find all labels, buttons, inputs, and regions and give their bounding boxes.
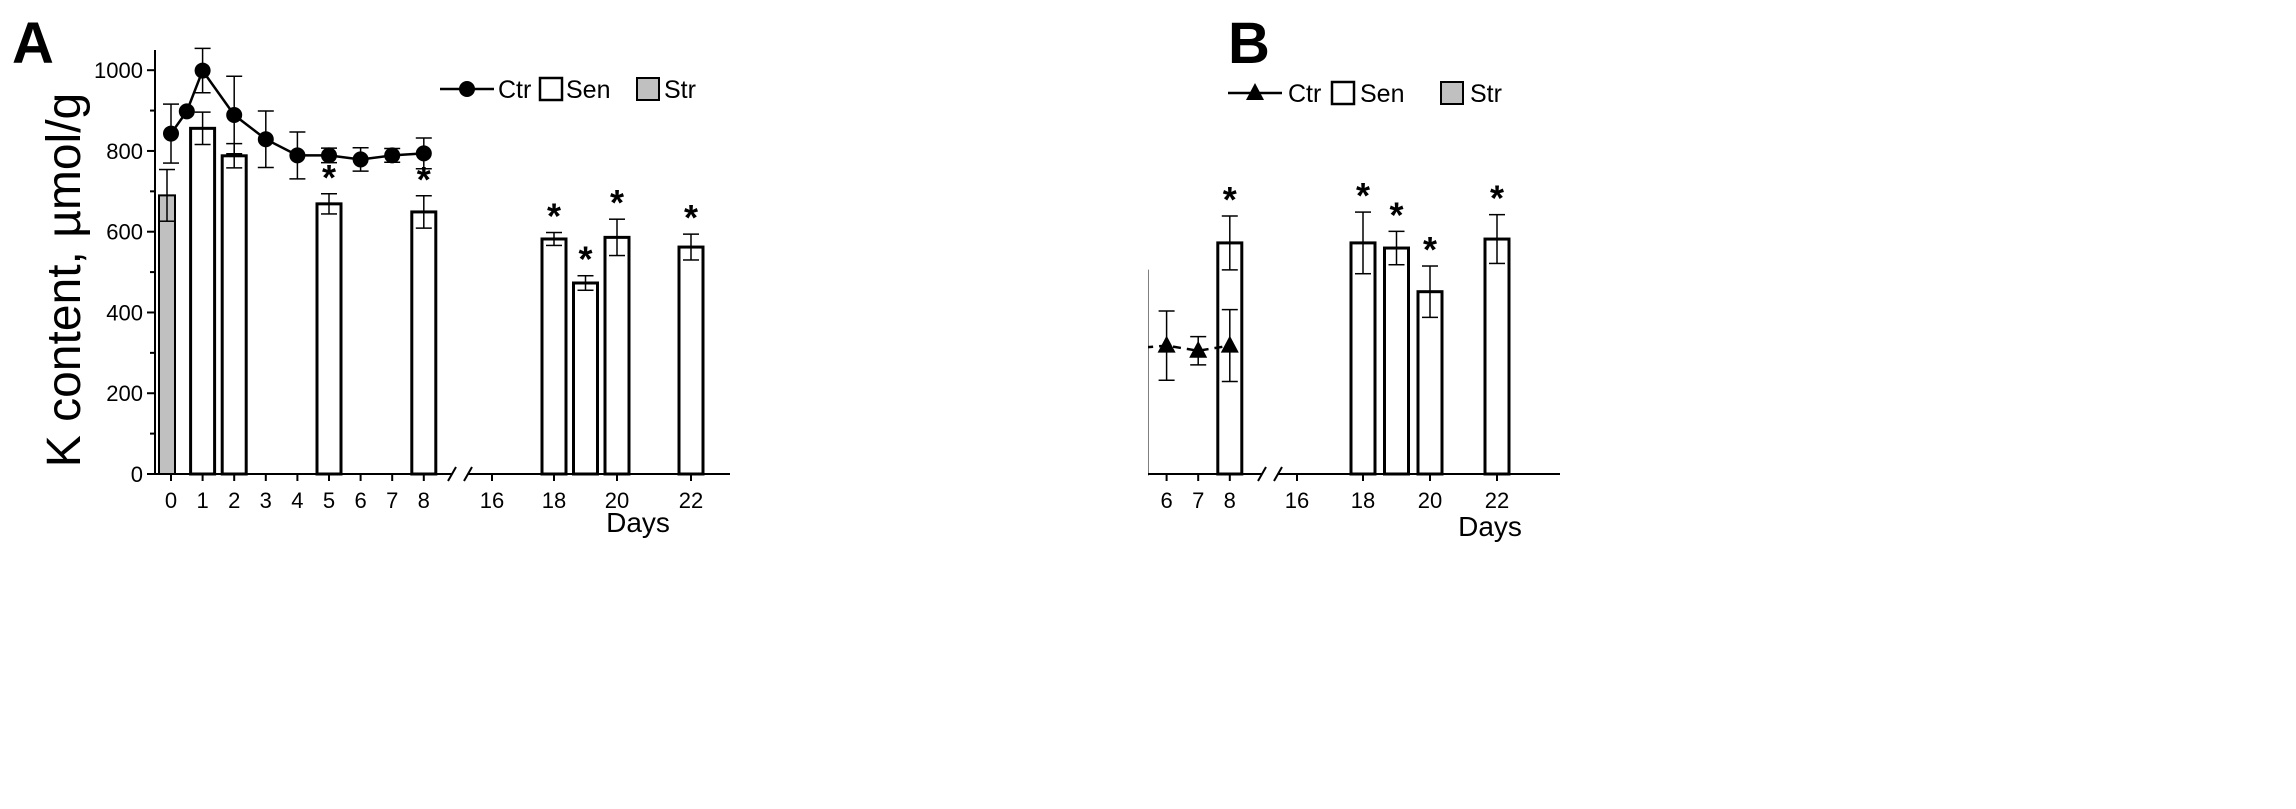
na-content-chart: 010020030001234567816182022Na content, µ… <box>1148 80 1560 542</box>
legend-sen-swatch <box>1330 80 1356 106</box>
ctr-point <box>1189 340 1208 358</box>
plot-group: 010020030001234567816182022Na content, µ… <box>1148 80 1560 542</box>
sen-bar <box>677 245 705 476</box>
x-tick-label: 8 <box>418 488 430 513</box>
x-tick-label: 22 <box>1485 488 1509 513</box>
significance-asterisk: * <box>1356 175 1370 216</box>
x-tick-label: 1 <box>196 488 208 513</box>
significance-asterisk: * <box>610 182 624 223</box>
legend-str-label: Str <box>664 76 696 104</box>
significance-asterisk: * <box>1423 229 1437 270</box>
x-tick-label: 7 <box>386 488 398 513</box>
y-tick-label: 200 <box>106 381 143 406</box>
sen-bar <box>1483 237 1511 476</box>
ctr-point <box>226 107 243 124</box>
y-tick-label: 400 <box>106 300 143 325</box>
legend-ctr-label: Ctr <box>1288 80 1321 108</box>
x-tick-label: 5 <box>323 488 335 513</box>
legend-str-swatch <box>636 77 660 101</box>
axis-break-mark <box>1273 466 1283 482</box>
axis-break-mark <box>1257 466 1267 482</box>
ctr-point <box>321 147 337 164</box>
x-tick-label: 22 <box>679 488 703 513</box>
x-tick-label: 7 <box>1192 488 1204 513</box>
x-tick-label: 3 <box>260 488 272 513</box>
sen-bar <box>603 235 631 476</box>
y-tick-label: 1000 <box>94 58 143 83</box>
x-tick-label: 18 <box>1351 488 1375 513</box>
ctr-point <box>1157 335 1176 353</box>
ctr-point <box>194 62 211 79</box>
ctr-point <box>289 147 306 164</box>
significance-asterisk: * <box>578 239 592 280</box>
significance-asterisk: * <box>1389 194 1403 235</box>
sen-bar <box>1383 246 1410 476</box>
x-tick-label: 4 <box>291 488 303 513</box>
ctr-point <box>352 151 369 168</box>
ctr-point <box>178 103 195 120</box>
sen-bar <box>540 237 568 476</box>
significance-asterisk: * <box>322 157 336 198</box>
x-axis-label: Days <box>1458 511 1522 542</box>
axis-break-mark <box>447 466 457 482</box>
x-tick-label: 16 <box>1285 488 1309 513</box>
x-tick-label: 6 <box>354 488 366 513</box>
x-tick-label: 20 <box>1418 488 1442 513</box>
x-tick-label: 6 <box>1160 488 1172 513</box>
legend-sen-swatch <box>538 76 564 102</box>
ctr-point <box>384 147 401 164</box>
legend-ctr-marker <box>459 81 475 97</box>
x-tick-label: 20 <box>605 488 629 513</box>
y-tick-label: 0 <box>131 462 143 487</box>
panel-a-k-content: A 0 200 400 600 800 1000 0 1 2 3 4 5 6 7 8 16 18 20 22 K co… <box>12 11 730 538</box>
panel-label-b: B <box>1228 11 1270 76</box>
x-tick-label: 2 <box>228 488 240 513</box>
panel-b-na-content: B 010020030001234567816182022Na content,… <box>1148 0 2296 809</box>
panel-label-a: A <box>12 11 54 76</box>
legend-ctr-marker <box>1246 83 1264 100</box>
axis-break-mark <box>463 466 473 482</box>
sen-bar <box>410 210 438 476</box>
y-axis-label: K content, µmol/g <box>38 93 91 468</box>
sen-bar <box>572 281 599 476</box>
significance-asterisk: * <box>684 197 698 238</box>
sen-bar <box>1416 290 1444 476</box>
sen-bar <box>1349 241 1377 476</box>
sen-bar <box>315 202 343 476</box>
ctr-line <box>169 67 424 161</box>
legend-str-swatch <box>1440 81 1464 105</box>
x-axis-label: Days <box>606 507 670 538</box>
x-tick-label: 16 <box>480 488 504 513</box>
x-tick-label: 18 <box>542 488 566 513</box>
legend-ctr-label: Ctr <box>498 76 531 104</box>
sen-bar <box>220 154 248 476</box>
ctr-point <box>163 125 179 142</box>
legend-sen-label: Sen <box>566 76 610 104</box>
x-tick-label: 0 <box>165 488 177 513</box>
y-tick-label: 600 <box>106 220 143 245</box>
ctr-point <box>415 145 432 162</box>
sen-bar <box>189 126 217 476</box>
significance-asterisk: * <box>1223 179 1237 220</box>
significance-asterisk: * <box>547 196 561 237</box>
x-tick-label: 8 <box>1224 488 1236 513</box>
str-bar <box>158 194 176 475</box>
ctr-point <box>1220 335 1239 353</box>
legend-str-label: Str <box>1470 80 1502 108</box>
significance-asterisk: * <box>1490 178 1504 219</box>
ctr-point <box>257 131 274 148</box>
y-tick-label: 800 <box>106 139 143 164</box>
legend-sen-label: Sen <box>1360 80 1404 108</box>
